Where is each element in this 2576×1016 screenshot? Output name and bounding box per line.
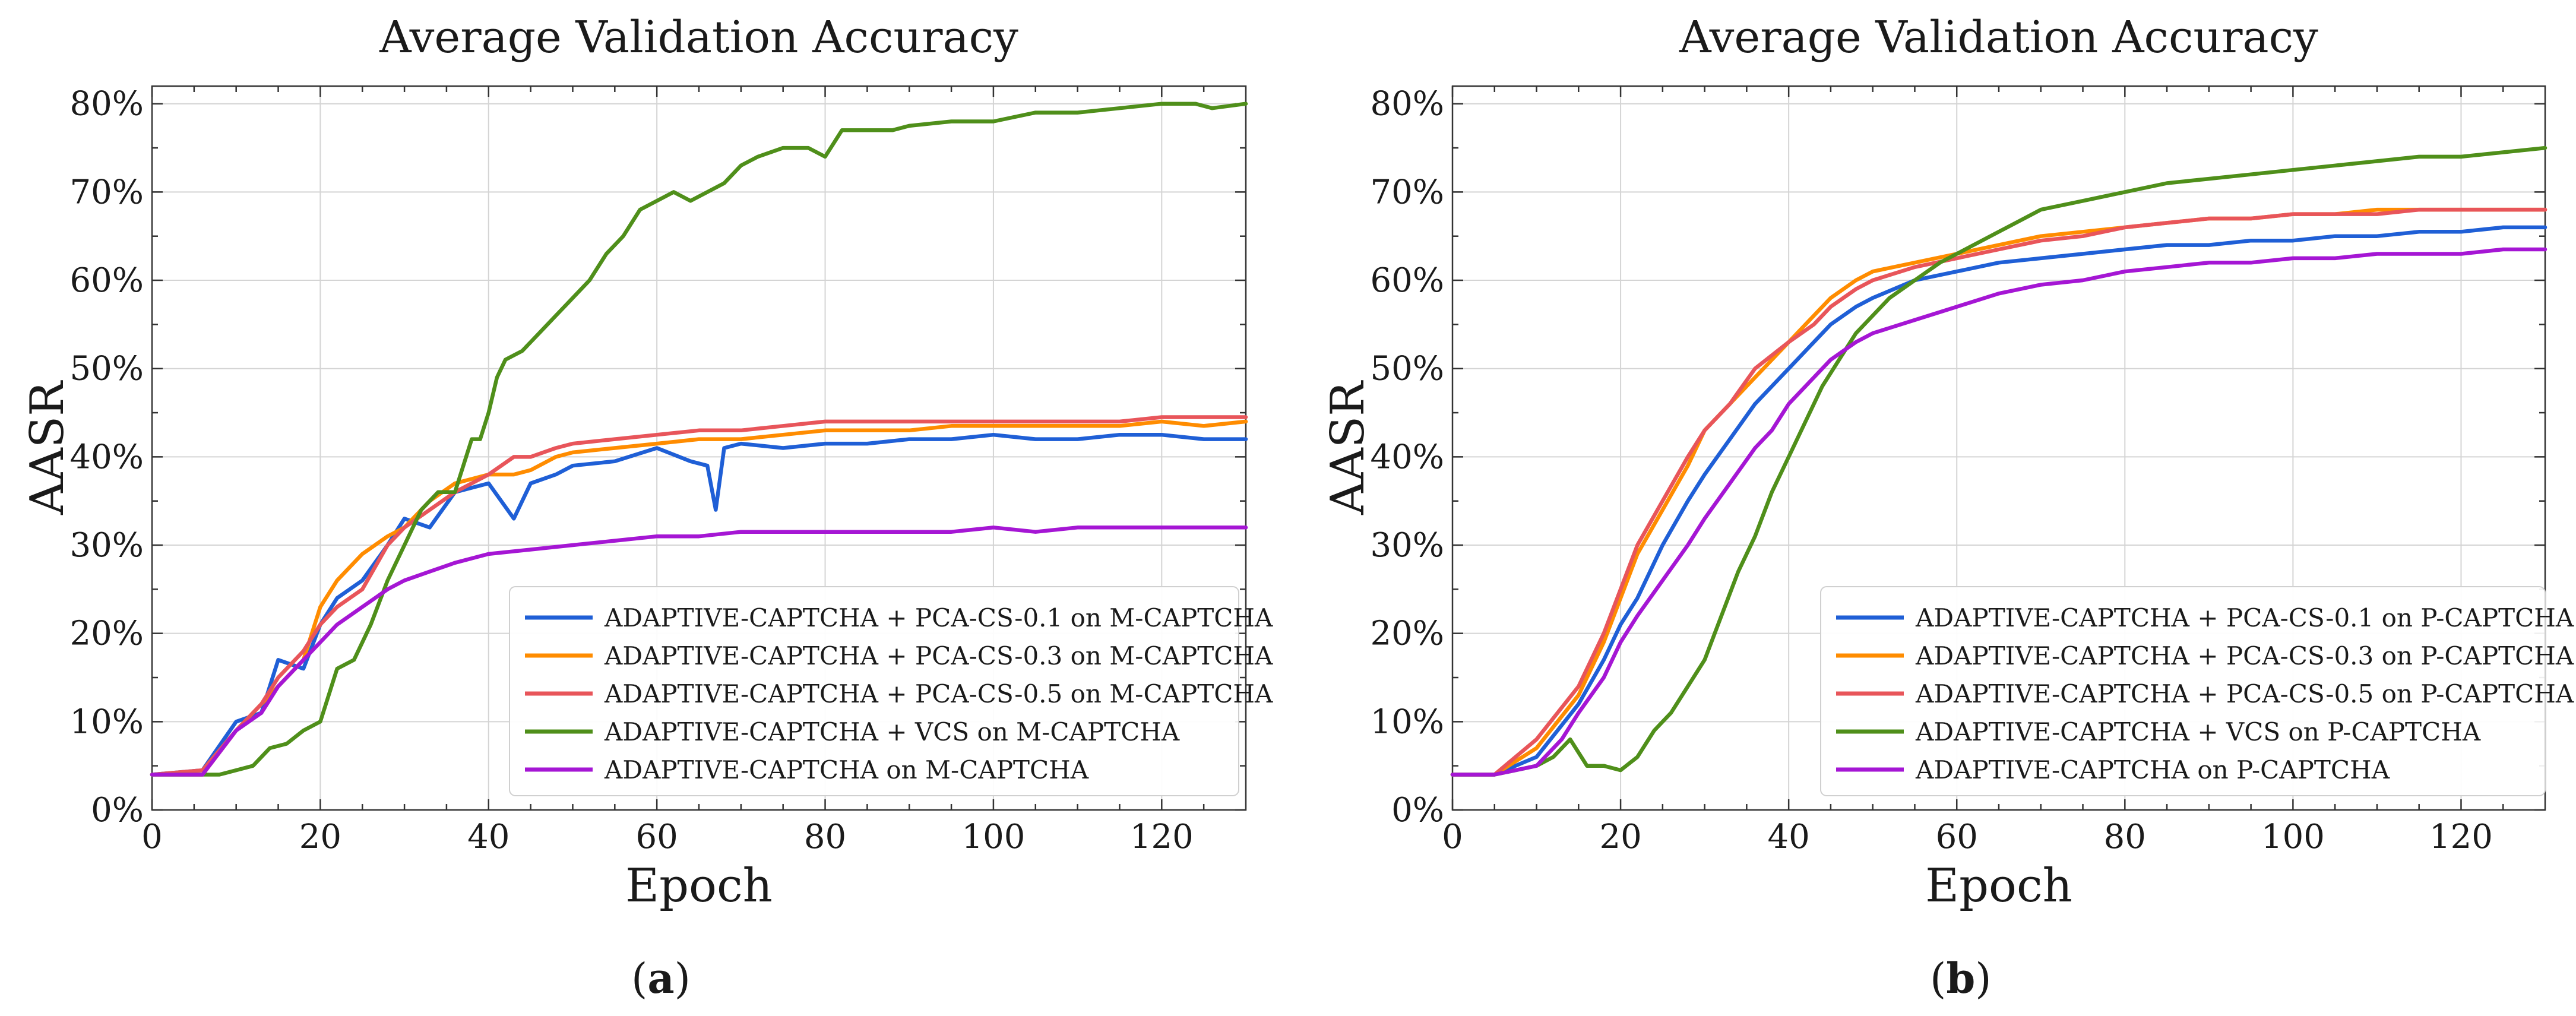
y-tick-label: 10% [70, 702, 144, 741]
legend-label: ADAPTIVE-CAPTCHA + PCA-CS-0.3 on M-CAPTC… [604, 641, 1273, 670]
y-axis-label: AASR [1321, 380, 1375, 515]
chart-title: Average Validation Accuracy [1679, 12, 2318, 63]
x-tick-label: 40 [1768, 818, 1810, 856]
panel-label: (a) [631, 954, 691, 1003]
y-tick-label: 0% [91, 791, 144, 830]
y-tick-label: 30% [1371, 526, 1444, 565]
series-line-4 [150, 102, 1248, 777]
series-line-3 [1450, 207, 2547, 777]
x-tick-label: 100 [961, 818, 1025, 856]
x-tick-label: 80 [2104, 818, 2146, 856]
chart-panel-a: 0% 10% 20% 30% 40% 50% 60% 70% 80% 0 20 40 60 80 100 12… [21, 12, 1273, 1003]
y-tick-label: 20% [1371, 615, 1444, 653]
y-tick-label: 80% [70, 85, 144, 124]
y-tick-label: 40% [1371, 438, 1444, 476]
legend-box [509, 586, 1239, 796]
x-tick-label: 120 [2429, 818, 2493, 856]
y-tick-label: 0% [1391, 791, 1444, 830]
legend-label: ADAPTIVE-CAPTCHA + PCA-CS-0.5 on M-CAPTC… [604, 679, 1273, 708]
legend-label: ADAPTIVE-CAPTCHA on P-CAPTCHA [1915, 755, 2390, 784]
legend: ADAPTIVE-CAPTCHA + PCA-CS-0.1 on P-CAPTC… [1820, 586, 2574, 796]
legend-label: ADAPTIVE-CAPTCHA + PCA-CS-0.3 on P-CAPTC… [1915, 641, 2574, 670]
legend-label: ADAPTIVE-CAPTCHA + PCA-CS-0.1 on P-CAPTC… [1915, 603, 2574, 632]
x-axis-label: Epoch [1925, 859, 2072, 913]
x-tick-label: 0 [141, 818, 163, 856]
legend-label: ADAPTIVE-CAPTCHA + VCS on P-CAPTCHA [1915, 717, 2481, 746]
legend-label: ADAPTIVE-CAPTCHA + VCS on M-CAPTCHA [604, 717, 1180, 746]
chart-title: Average Validation Accuracy [379, 12, 1018, 63]
y-tick-label: 70% [1371, 173, 1444, 211]
y-tick-label: 30% [70, 526, 144, 565]
legend-label: ADAPTIVE-CAPTCHA on M-CAPTCHA [604, 755, 1089, 784]
series-line-5 [150, 526, 1248, 777]
panel-label: (b) [1930, 954, 1992, 1003]
y-tick-label: 40% [70, 438, 144, 476]
y-tick-label: 70% [70, 173, 144, 211]
series-line-4 [1450, 145, 2547, 777]
series-line-1 [1450, 225, 2547, 777]
y-tick-label: 50% [70, 350, 144, 388]
x-axis-label: Epoch [625, 859, 773, 913]
y-tick-label: 50% [1371, 350, 1444, 388]
legend-label: ADAPTIVE-CAPTCHA + PCA-CS-0.1 on M-CAPTC… [604, 603, 1273, 632]
x-tick-label: 20 [1599, 818, 1641, 856]
y-tick-label: 10% [1371, 702, 1444, 741]
x-tick-label: 40 [467, 818, 509, 856]
x-tick-label: 60 [1936, 818, 1978, 856]
x-tick-label: 0 [1442, 818, 1463, 856]
y-tick-label: 80% [1371, 85, 1444, 124]
chart-panel-b: 0% 10% 20% 30% 40% 50% 60% 70% 80% 0 20 40 60 80 100 12… [1321, 12, 2574, 1003]
y-tick-label: 20% [70, 615, 144, 653]
series-line-2 [150, 419, 1248, 777]
x-tick-label: 20 [299, 818, 341, 856]
y-tick-label: 60% [1371, 261, 1444, 300]
legend-box [1820, 586, 2546, 796]
series-line-3 [150, 415, 1248, 777]
y-axis-label: AASR [21, 380, 74, 515]
x-tick-label: 100 [2261, 818, 2325, 856]
y-tick-label: 60% [70, 261, 144, 300]
series-line-5 [1450, 247, 2547, 777]
x-tick-label: 60 [636, 818, 678, 856]
x-tick-label: 120 [1130, 818, 1194, 856]
x-tick-label: 80 [804, 818, 846, 856]
legend: ADAPTIVE-CAPTCHA + PCA-CS-0.1 on M-CAPTC… [509, 586, 1273, 796]
legend-label: ADAPTIVE-CAPTCHA + PCA-CS-0.5 on P-CAPTC… [1915, 679, 2574, 708]
